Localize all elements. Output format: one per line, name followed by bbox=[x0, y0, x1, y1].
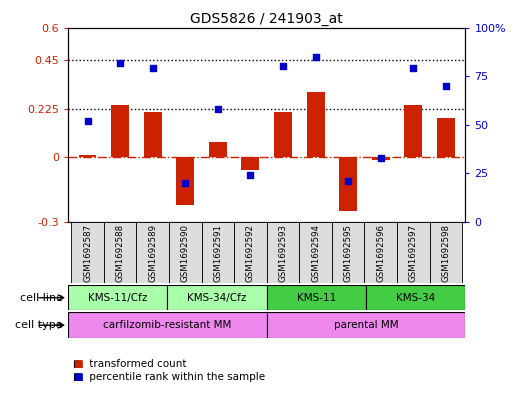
Bar bbox=[209, 142, 227, 157]
Bar bbox=[437, 118, 455, 157]
Text: cell type: cell type bbox=[15, 320, 63, 330]
Bar bbox=[267, 222, 299, 283]
Text: GSM1692594: GSM1692594 bbox=[311, 224, 320, 282]
Text: GSM1692596: GSM1692596 bbox=[376, 224, 385, 282]
Bar bbox=[267, 312, 465, 338]
Point bbox=[214, 106, 222, 112]
Text: GSM1692593: GSM1692593 bbox=[279, 224, 288, 282]
Point bbox=[181, 180, 189, 186]
Point bbox=[279, 63, 287, 70]
Bar bbox=[274, 112, 292, 157]
Point bbox=[377, 155, 385, 161]
Text: ■: ■ bbox=[73, 358, 83, 369]
Bar bbox=[339, 157, 357, 211]
Text: KMS-34: KMS-34 bbox=[396, 293, 436, 303]
Bar bbox=[104, 222, 137, 283]
Text: ■  transformed count: ■ transformed count bbox=[73, 358, 187, 369]
Bar bbox=[242, 157, 259, 170]
Title: GDS5826 / 241903_at: GDS5826 / 241903_at bbox=[190, 13, 343, 26]
Text: GSM1692591: GSM1692591 bbox=[213, 224, 222, 282]
Bar bbox=[234, 222, 267, 283]
Bar bbox=[267, 285, 366, 310]
Bar bbox=[71, 222, 104, 283]
Bar bbox=[404, 105, 422, 157]
Bar bbox=[366, 285, 465, 310]
Text: GSM1692598: GSM1692598 bbox=[441, 224, 450, 282]
Bar bbox=[68, 312, 267, 338]
Text: KMS-11: KMS-11 bbox=[297, 293, 336, 303]
Bar bbox=[332, 222, 365, 283]
Text: ■  percentile rank within the sample: ■ percentile rank within the sample bbox=[73, 372, 265, 382]
Bar bbox=[397, 222, 429, 283]
Bar bbox=[372, 157, 390, 160]
Text: carfilzomib-resistant MM: carfilzomib-resistant MM bbox=[103, 320, 232, 330]
Bar bbox=[176, 157, 194, 205]
Point bbox=[442, 83, 450, 89]
Text: GSM1692597: GSM1692597 bbox=[409, 224, 418, 282]
Text: GSM1692589: GSM1692589 bbox=[148, 224, 157, 282]
Point bbox=[83, 118, 92, 124]
Bar bbox=[144, 112, 162, 157]
Bar bbox=[78, 155, 97, 157]
Bar bbox=[169, 222, 201, 283]
Bar bbox=[306, 92, 325, 157]
Text: cell line: cell line bbox=[20, 293, 63, 303]
Point bbox=[116, 59, 124, 66]
Text: GSM1692590: GSM1692590 bbox=[181, 224, 190, 282]
Point bbox=[344, 178, 353, 184]
Point bbox=[409, 65, 417, 72]
Text: KMS-11/Cfz: KMS-11/Cfz bbox=[88, 293, 147, 303]
Text: KMS-34/Cfz: KMS-34/Cfz bbox=[187, 293, 247, 303]
Text: ■: ■ bbox=[73, 372, 83, 382]
Text: parental MM: parental MM bbox=[334, 320, 399, 330]
Text: GSM1692588: GSM1692588 bbox=[116, 224, 124, 282]
Point bbox=[246, 172, 255, 178]
Bar bbox=[299, 222, 332, 283]
Bar bbox=[137, 222, 169, 283]
Bar bbox=[111, 105, 129, 157]
Bar bbox=[167, 285, 267, 310]
Text: GSM1692592: GSM1692592 bbox=[246, 224, 255, 282]
Bar bbox=[201, 222, 234, 283]
Bar bbox=[68, 285, 167, 310]
Bar bbox=[365, 222, 397, 283]
Text: GSM1692587: GSM1692587 bbox=[83, 224, 92, 282]
Text: GSM1692595: GSM1692595 bbox=[344, 224, 353, 282]
Point bbox=[311, 53, 320, 60]
Bar bbox=[429, 222, 462, 283]
Point bbox=[149, 65, 157, 72]
